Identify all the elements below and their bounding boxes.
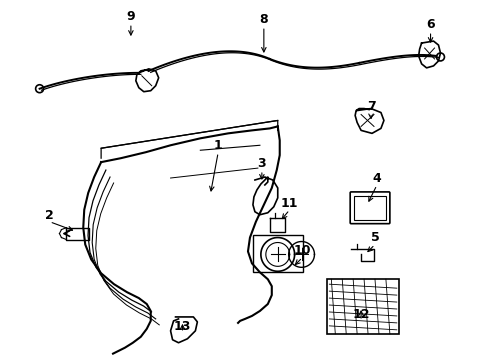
Text: 3: 3 [258, 157, 266, 170]
Text: 6: 6 [426, 18, 435, 31]
Bar [327, 279, 399, 334]
Text: 9: 9 [126, 10, 135, 23]
Text: 13: 13 [174, 320, 191, 333]
Text: 2: 2 [45, 209, 54, 222]
Text: 5: 5 [370, 231, 379, 244]
Text: 7: 7 [367, 99, 375, 113]
Text: 8: 8 [260, 13, 268, 26]
Text: 12: 12 [352, 308, 370, 321]
Text: 4: 4 [372, 172, 381, 185]
Text: 1: 1 [214, 139, 222, 152]
Bar [354, 196, 386, 220]
Text: 10: 10 [294, 244, 311, 257]
Bar [253, 235, 302, 272]
Text: 11: 11 [281, 197, 298, 210]
